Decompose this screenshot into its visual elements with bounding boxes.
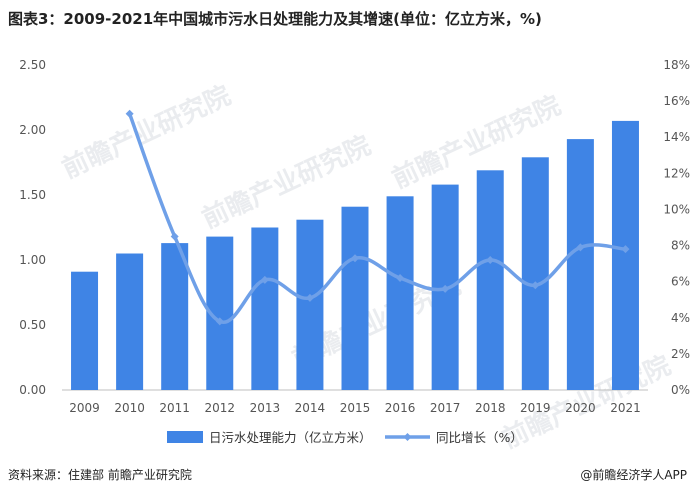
bar — [341, 206, 369, 390]
x-tick-label: 2011 — [159, 401, 190, 415]
growth-line-series — [125, 109, 630, 326]
x-tick-label: 2012 — [204, 401, 235, 415]
bar — [296, 219, 324, 390]
brand-credit: @前瞻经济学人APP — [580, 468, 687, 482]
right-tick-label: 8% — [671, 239, 690, 253]
left-tick-label: 1.00 — [19, 253, 46, 267]
bar — [611, 120, 639, 391]
bar — [566, 139, 594, 390]
right-tick-label: 18% — [663, 58, 690, 72]
x-tick-label: 2015 — [340, 401, 371, 415]
line-point — [351, 254, 359, 263]
legend-line-label: 同比增长（%） — [436, 430, 523, 445]
legend-bar-label: 日污水处理能力（亿立方米） — [209, 430, 372, 445]
x-tick-label: 2009 — [69, 401, 100, 415]
bar — [386, 196, 414, 390]
left-tick-label: 2.00 — [19, 123, 46, 137]
bar — [476, 170, 504, 390]
watermark-text: 前瞻产业研究院 — [57, 80, 235, 185]
legend: 日污水处理能力（亿立方米） 同比增长（%） — [167, 430, 523, 445]
bar — [161, 243, 189, 390]
bar — [251, 227, 279, 390]
x-axis-labels: 2009 2010 2011 2012 2013 2014 2015 2016 2017 2018… — [69, 401, 640, 415]
x-tick-label: 2017 — [430, 401, 461, 415]
line-point — [576, 243, 585, 252]
right-tick-label: 14% — [663, 130, 690, 144]
x-tick-label: 2014 — [295, 401, 326, 415]
right-tick-label: 6% — [671, 275, 690, 289]
chart-title: 图表3：2009-2021年中国城市污水日处理能力及其增速(单位：亿立方米，%) — [8, 10, 542, 28]
x-tick-label: 2021 — [610, 401, 641, 415]
right-tick-label: 12% — [663, 166, 690, 180]
left-tick-label: 2.50 — [19, 58, 46, 72]
legend-bar-swatch — [167, 431, 203, 443]
bar — [71, 271, 99, 390]
line-point — [441, 284, 450, 293]
line-point — [531, 281, 540, 290]
legend-line-marker — [403, 433, 412, 441]
line-point — [125, 109, 134, 118]
right-tick-label: 10% — [663, 202, 690, 216]
line-point — [305, 293, 314, 302]
left-y-axis-ticks: 0.00 0.50 1.00 1.50 2.00 2.50 — [19, 58, 46, 397]
left-tick-label: 0.50 — [19, 318, 46, 332]
line-point — [260, 275, 269, 284]
bar-series — [71, 120, 639, 391]
right-y-axis-ticks: 0% 2% 4% 6% 8% 10% 12% 14% 16% 18% — [663, 58, 690, 397]
x-tick-label: 2010 — [114, 401, 145, 415]
left-tick-label: 1.50 — [19, 188, 46, 202]
line-point — [486, 256, 495, 264]
right-tick-label: 4% — [671, 311, 690, 325]
bar — [116, 253, 144, 390]
line-point — [621, 245, 630, 254]
left-tick-label: 0.00 — [19, 383, 46, 397]
x-tick-label: 2019 — [520, 401, 551, 415]
x-tick-label: 2018 — [475, 401, 506, 415]
bar — [521, 157, 549, 390]
right-tick-label: 0% — [671, 383, 690, 397]
x-tick-label: 2016 — [385, 401, 416, 415]
x-tick-label: 2013 — [250, 401, 281, 415]
line-point — [215, 317, 224, 326]
right-tick-label: 16% — [663, 94, 690, 108]
line-point — [170, 232, 179, 241]
x-tick-label: 2020 — [565, 401, 596, 415]
right-tick-label: 2% — [671, 347, 690, 361]
source-note: 资料来源：住建部 前瞻产业研究院 — [8, 468, 192, 482]
line-point — [396, 274, 405, 283]
